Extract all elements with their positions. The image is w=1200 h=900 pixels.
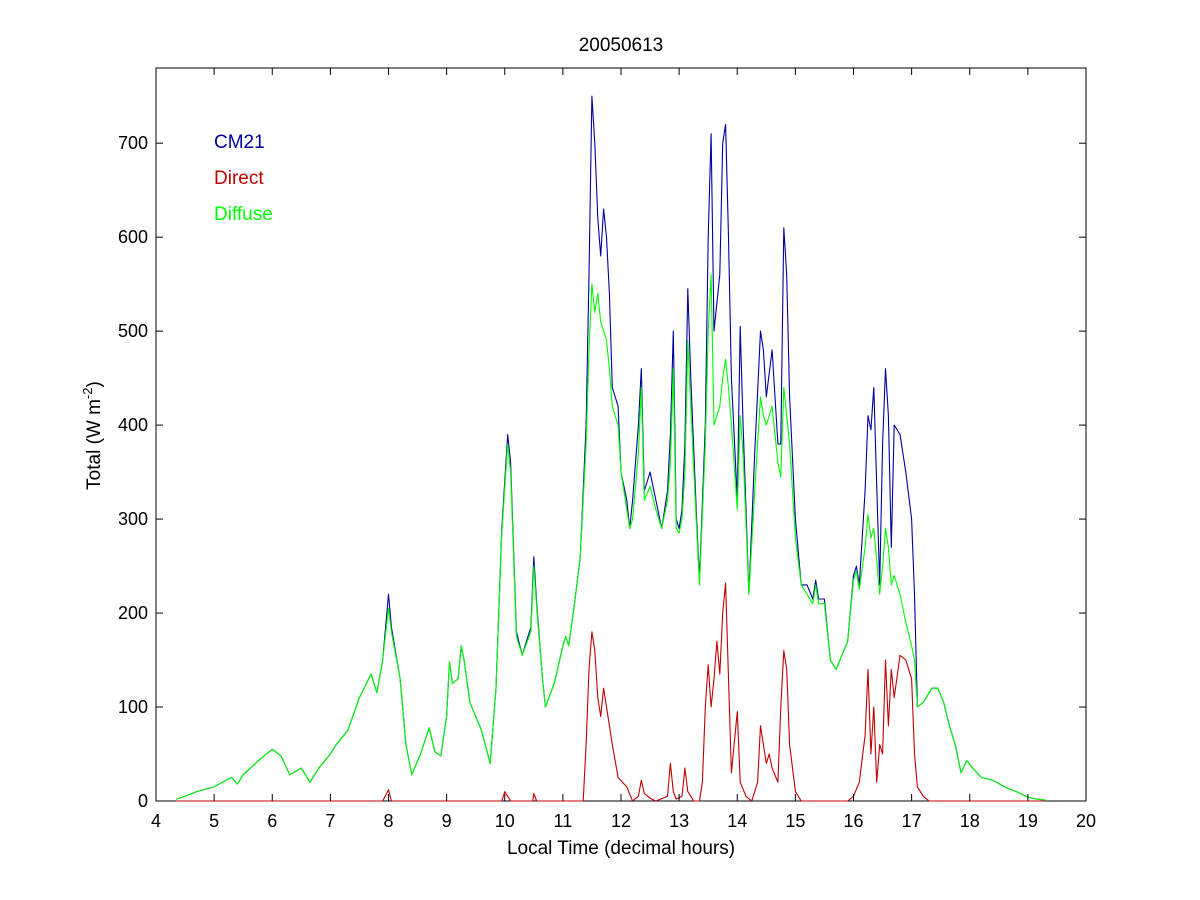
y-axis-label-exponent: -2 [80,387,95,399]
x-tick-label: 8 [383,811,393,831]
x-tick-label: 10 [495,811,515,831]
chart-title: 20050613 [579,35,664,56]
y-tick-label: 400 [118,415,148,435]
legend-entry-diffuse: Diffuse [214,204,273,225]
plot-frame [155,67,1087,802]
y-axis-label: Total (W m-2) [80,381,105,490]
x-tick-label: 15 [785,811,805,831]
series-layer [176,95,1046,802]
y-tick-label: 200 [118,603,148,623]
y-axis-label-main: Total (W m [84,399,105,490]
series-line-direct [176,582,1046,802]
y-tick-label: 300 [118,509,148,529]
x-axis-label: Local Time (decimal hours) [507,838,735,859]
y-axis-label-close: ) [84,381,105,387]
tick-layer: 4 5 6 7 8 9 10 11 12 13 14 15 16 17 18 19 20010020030040… [118,68,1096,831]
y-tick-label: 600 [118,227,148,247]
x-tick-label: 12 [611,811,631,831]
x-tick-label: 11 [554,811,573,831]
x-tick-label: 9 [442,811,452,831]
y-tick-label: 700 [118,133,148,153]
x-tick-label: 20 [1076,811,1096,831]
x-tick-label: 6 [267,811,277,831]
x-tick-label: 18 [960,811,980,831]
x-tick-label: 17 [902,811,922,831]
x-tick-label: 4 [151,811,161,831]
legend-entry-direct: Direct [214,168,264,189]
y-tick-label: 100 [118,697,148,717]
legend-entry-cm21: CM21 [214,132,265,153]
x-tick-label: 16 [843,811,863,831]
y-tick-label: 500 [118,321,148,341]
y-tick-label: 0 [138,791,148,811]
series-line-diffuse [176,274,1046,801]
x-tick-label: 19 [1018,811,1038,831]
x-tick-label: 14 [727,811,747,831]
x-tick-label: 5 [209,811,219,831]
legend: CM21 Direct Diffuse [214,132,273,225]
x-tick-label: 7 [325,811,335,831]
x-tick-label: 13 [669,811,689,831]
